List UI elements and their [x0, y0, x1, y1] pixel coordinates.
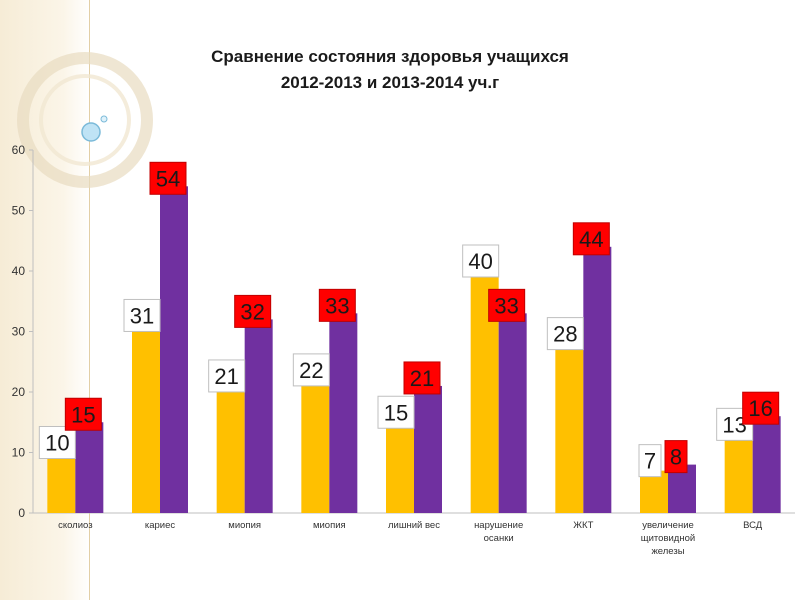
x-category-label: ВСД: [743, 520, 763, 531]
data-label-box-2013-2014: [403, 361, 441, 395]
data-label-2013-2014: 16: [748, 396, 772, 421]
data-label-2012-2013: 10: [45, 431, 69, 456]
data-label-2013-2014: 44: [579, 227, 603, 252]
bubble-icon: [81, 122, 101, 142]
bar-series-1: [216, 385, 245, 513]
bar-series-1: [555, 343, 584, 513]
data-label-box-2013-2014: [318, 288, 356, 322]
x-category-label: кариес: [145, 520, 176, 531]
data-label-box-2013-2014: [572, 222, 610, 256]
y-tick-label: 0: [18, 506, 25, 520]
data-label-2013-2014: 21: [410, 366, 434, 391]
bar-series-2: [498, 313, 527, 513]
y-tick-label: 20: [12, 385, 26, 399]
y-tick-label: 30: [12, 325, 26, 339]
data-label-box-2013-2014: [149, 161, 187, 195]
data-label-2013-2014: 33: [494, 293, 518, 318]
bar-series-2: [414, 385, 442, 513]
chart-title-line2: 2012-2013 и 2013-2014 уч.г: [280, 73, 500, 92]
data-label-box-2012-2013: [462, 244, 500, 278]
x-category-label: осанки: [484, 533, 514, 544]
data-label-2013-2014: 54: [156, 166, 180, 191]
data-label-2012-2013: 28: [553, 322, 577, 347]
x-category-label: нарушение: [474, 520, 523, 531]
data-label-box-2013-2014: [742, 391, 780, 425]
data-label-box-2012-2013: [208, 359, 246, 393]
data-label-box-2013-2014: [664, 440, 688, 474]
data-label-2012-2013: 21: [214, 364, 238, 389]
x-category-label: ЖКТ: [573, 520, 593, 531]
data-label-2013-2014: 8: [670, 445, 682, 470]
x-category-label: миопия: [313, 520, 346, 531]
y-tick-label: 60: [12, 143, 26, 157]
data-label-2013-2014: 33: [325, 293, 349, 318]
bar-series-1: [640, 470, 668, 513]
data-label-2013-2014: 15: [71, 402, 95, 427]
x-category-label: сколиоз: [58, 520, 92, 531]
data-label-2012-2013: 7: [644, 449, 656, 474]
data-label-2013-2014: 32: [240, 299, 264, 324]
bar-series-1: [386, 422, 414, 513]
bar-series-2: [329, 313, 358, 513]
data-label-2012-2013: 31: [130, 303, 154, 328]
x-category-label: щитовидной: [641, 533, 695, 544]
data-label-box-2012-2013: [292, 353, 330, 387]
data-label-box-2012-2013: [546, 317, 584, 351]
small-bubble-icon: [100, 115, 108, 123]
data-label-box-2013-2014: [64, 397, 102, 431]
data-label-box-2012-2013: [638, 444, 662, 478]
bar-series-2: [75, 422, 104, 513]
data-label-2012-2013: 15: [384, 400, 408, 425]
data-label-box-2012-2013: [123, 298, 161, 332]
bar-series-2: [583, 246, 612, 514]
data-label-box-2013-2014: [488, 288, 526, 322]
x-category-label: лишний вес: [388, 520, 440, 531]
data-label-2012-2013: 40: [468, 249, 492, 274]
decorative-divider: [89, 0, 90, 600]
data-label-2012-2013: 22: [299, 358, 323, 383]
bar-series-1: [47, 452, 76, 513]
y-tick-label: 10: [12, 446, 26, 460]
y-tick-label: 40: [12, 264, 26, 278]
x-category-label: увеличение: [642, 520, 694, 531]
bar-series-1: [132, 325, 160, 513]
x-category-label: железы: [651, 546, 684, 557]
bar-series-2: [244, 319, 273, 513]
bar-series-2: [160, 186, 188, 514]
data-label-box-2013-2014: [234, 294, 272, 328]
bar-series-1: [301, 379, 330, 513]
x-category-label: миопия: [228, 520, 261, 531]
bar-series-1: [724, 434, 753, 513]
chart-title: Сравнение состояния здоровья учащихся 20…: [150, 44, 630, 96]
data-label-box-2012-2013: [38, 426, 76, 459]
bar-series-2: [752, 416, 781, 513]
y-tick-label: 50: [12, 204, 26, 218]
chart-title-line1: Сравнение состояния здоровья учащихся: [211, 47, 569, 66]
data-label-box-2012-2013: [377, 395, 415, 429]
